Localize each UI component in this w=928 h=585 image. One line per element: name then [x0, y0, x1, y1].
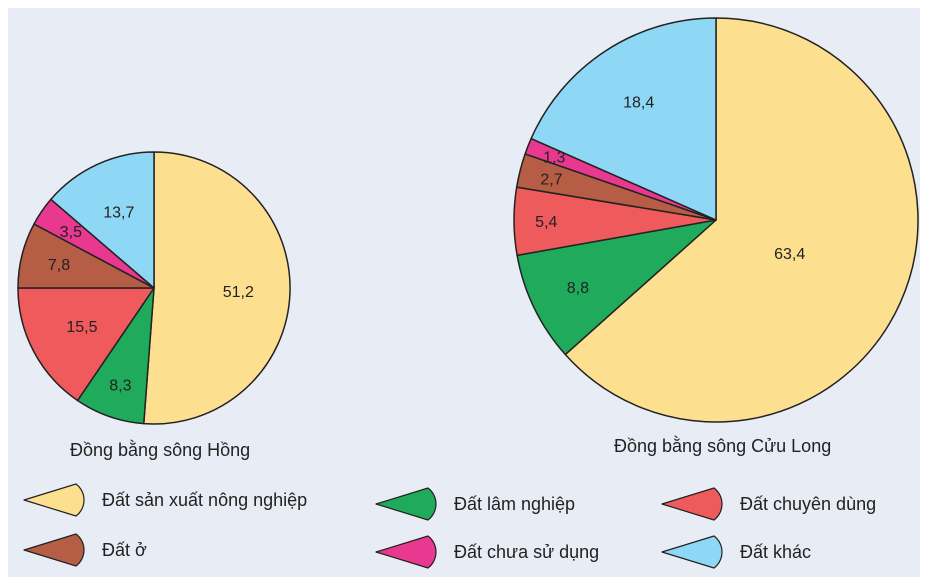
- legend-item: Đất lâm nghiệp: [374, 484, 575, 524]
- pie-0-label-3: 7,8: [48, 257, 70, 274]
- legend-swatch: [661, 487, 723, 521]
- pie-1-label-5: 18,4: [623, 95, 654, 112]
- pie-1-slice-1: [516, 219, 717, 356]
- legend-swatch: [375, 535, 437, 569]
- legend-swatch: [375, 487, 437, 521]
- legend-item: Đất sản xuất nông nghiệp: [22, 480, 307, 520]
- pie-0-label-2: 15,5: [66, 319, 97, 336]
- legend-label: Đất ở: [102, 539, 147, 560]
- pie-1-slice-5: [530, 17, 717, 221]
- legend-label: Đất chuyên dùng: [740, 493, 877, 514]
- pie-0-label-0: 51,2: [223, 284, 254, 301]
- legend-item: Đất chuyên dùng: [660, 484, 876, 524]
- legend-item: Đất chưa sử dụng: [374, 532, 599, 572]
- legend-label: Đất chưa sử dụng: [454, 541, 600, 562]
- pie-1-label-2: 5,4: [535, 214, 557, 231]
- pie-0-label-4: 3,5: [60, 224, 82, 241]
- legend-swatch: [23, 533, 85, 567]
- legend-item: Đất ở: [22, 530, 147, 570]
- pie-0-label-1: 8,3: [109, 377, 131, 394]
- legend-label: Đất lâm nghiệp: [454, 493, 576, 514]
- pie-1-label-1: 8,8: [567, 280, 589, 297]
- legend-swatch: [661, 535, 723, 569]
- pie-0-slice-0: [143, 151, 291, 425]
- chart-caption-red-river: Đồng bằng sông Hồng: [70, 440, 251, 460]
- pie-1-label-3: 2,7: [540, 171, 562, 188]
- pie-0-slice-2: [17, 287, 155, 402]
- legend-label: Đất sản xuất nông nghiệp: [102, 489, 308, 510]
- pie-1-slice-0: [564, 17, 919, 423]
- legend-item: Đất khác: [660, 532, 811, 572]
- legend-label: Đất khác: [740, 541, 812, 562]
- chart-caption-mekong: Đồng bằng sông Cửu Long: [614, 436, 832, 456]
- pie-0-label-5: 13,7: [103, 204, 134, 221]
- legend-swatch: [23, 483, 85, 517]
- pie-0-slice-5: [50, 151, 155, 289]
- pie-1-label-0: 63,4: [774, 246, 805, 263]
- pie-1-label-4: 1,3: [543, 150, 565, 167]
